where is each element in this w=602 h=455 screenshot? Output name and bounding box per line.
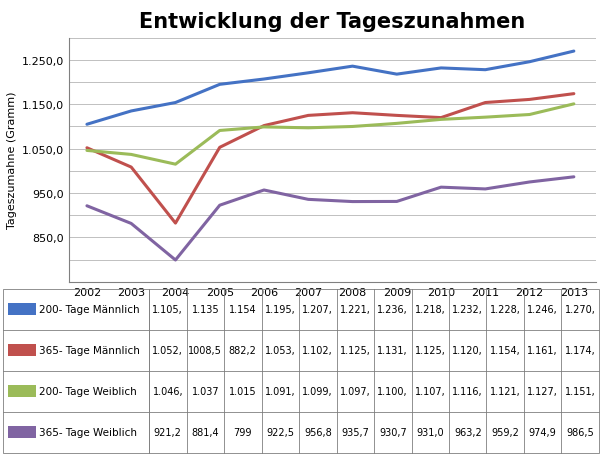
Text: 930,7: 930,7 (379, 427, 406, 437)
Text: 1.135: 1.135 (191, 304, 219, 314)
Bar (8, 303, 36, 315)
Text: 1.120,: 1.120, (452, 345, 483, 355)
Text: 1.107,: 1.107, (415, 386, 445, 396)
Text: 365- Tage Männlich: 365- Tage Männlich (39, 345, 140, 355)
Text: 959,2: 959,2 (491, 427, 519, 437)
Text: 882,2: 882,2 (229, 345, 256, 355)
Text: 1.161,: 1.161, (527, 345, 558, 355)
Text: 963,2: 963,2 (454, 427, 482, 437)
Text: 200- Tage Weiblich: 200- Tage Weiblich (39, 386, 137, 396)
Text: 1.228,: 1.228, (490, 304, 521, 314)
Text: 1.046,: 1.046, (152, 386, 183, 396)
Text: 1.125,: 1.125, (340, 345, 371, 355)
Text: 1.218,: 1.218, (415, 304, 445, 314)
Text: 974,9: 974,9 (529, 427, 557, 437)
Text: 1.270,: 1.270, (565, 304, 595, 314)
Text: 1.151,: 1.151, (565, 386, 595, 396)
Text: 1.154: 1.154 (229, 304, 256, 314)
Text: 986,5: 986,5 (566, 427, 594, 437)
Bar (8, 344, 36, 356)
Text: 1.102,: 1.102, (302, 345, 333, 355)
Text: 1.116,: 1.116, (453, 386, 483, 396)
Text: 935,7: 935,7 (341, 427, 369, 437)
Text: 1.236,: 1.236, (377, 304, 408, 314)
Text: 1.232,: 1.232, (452, 304, 483, 314)
Text: 1.037: 1.037 (191, 386, 219, 396)
Text: 200- Tage Männlich: 200- Tage Männlich (39, 304, 140, 314)
Text: 1.053,: 1.053, (265, 345, 296, 355)
Bar (8, 426, 36, 438)
Text: 1.099,: 1.099, (302, 386, 333, 396)
Text: 365- Tage Weiblich: 365- Tage Weiblich (39, 427, 137, 437)
Text: 1.154,: 1.154, (490, 345, 521, 355)
Text: 956,8: 956,8 (304, 427, 332, 437)
Text: 1.091,: 1.091, (265, 386, 296, 396)
Text: 799: 799 (234, 427, 252, 437)
Text: 1008,5: 1008,5 (188, 345, 222, 355)
Text: 1.207,: 1.207, (302, 304, 333, 314)
Text: 1.221,: 1.221, (340, 304, 371, 314)
Text: 1.246,: 1.246, (527, 304, 558, 314)
Text: 1.015: 1.015 (229, 386, 256, 396)
Title: Entwicklung der Tageszunahmen: Entwicklung der Tageszunahmen (140, 12, 526, 31)
Y-axis label: Tageszumahne (Gramm): Tageszumahne (Gramm) (7, 92, 17, 229)
Text: 922,5: 922,5 (266, 427, 294, 437)
Text: 1.100,: 1.100, (377, 386, 408, 396)
Text: 1.052,: 1.052, (152, 345, 183, 355)
Text: 1.131,: 1.131, (377, 345, 408, 355)
Text: 1.195,: 1.195, (265, 304, 296, 314)
Bar (8, 385, 36, 397)
Text: 1.127,: 1.127, (527, 386, 558, 396)
Text: 1.121,: 1.121, (490, 386, 521, 396)
Text: 931,0: 931,0 (417, 427, 444, 437)
Text: 1.097,: 1.097, (340, 386, 371, 396)
Text: 921,2: 921,2 (154, 427, 182, 437)
Text: 1.125,: 1.125, (415, 345, 445, 355)
Text: 881,4: 881,4 (191, 427, 219, 437)
Text: 1.174,: 1.174, (565, 345, 595, 355)
Text: 1.105,: 1.105, (152, 304, 183, 314)
